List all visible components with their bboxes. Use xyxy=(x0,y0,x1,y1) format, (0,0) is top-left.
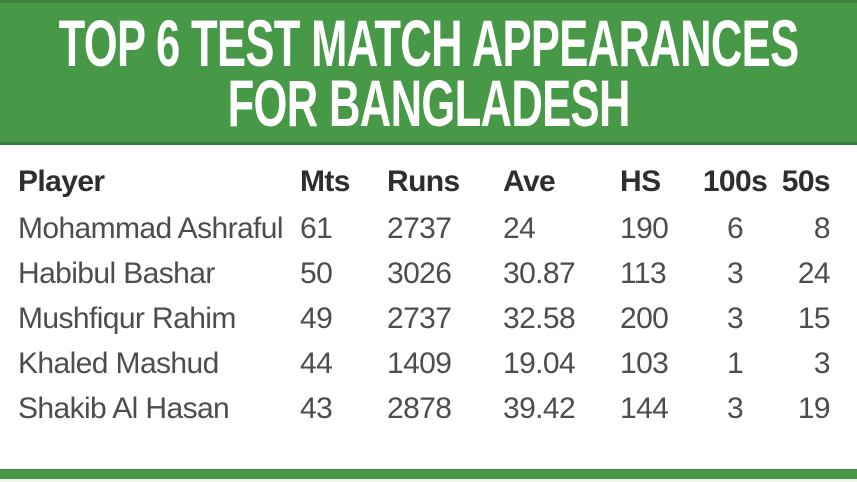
cell-hs: 190 xyxy=(620,211,669,245)
table-row: Habibul Bashar 50 3026 30.87 113 3 24 xyxy=(0,251,857,296)
col-header-100s: 100s xyxy=(702,165,768,198)
cell-player: Khaled Mashud xyxy=(18,346,219,380)
table-row: Mohammad Ashraful 61 2737 24 190 6 8 xyxy=(0,206,857,251)
col-header-hs: HS xyxy=(620,165,661,198)
cell-mts: 49 xyxy=(300,301,333,335)
cell-mts: 44 xyxy=(300,346,333,380)
col-header-mts: Mts xyxy=(300,165,350,198)
table-body: Mohammad Ashraful 61 2737 24 190 6 8 Hab… xyxy=(0,206,857,431)
cell-100s: 1 xyxy=(726,346,744,380)
cell-50s: 3 xyxy=(813,346,831,380)
cell-100s: 3 xyxy=(726,256,744,290)
title-line-2: FOR BANGLADESH xyxy=(227,65,630,140)
title-line-1: TOP 6 TEST MATCH APPEARANCES xyxy=(58,5,800,80)
cell-runs: 2737 xyxy=(387,211,452,245)
cell-100s: 6 xyxy=(726,211,744,245)
cell-player: Habibul Bashar xyxy=(18,256,215,290)
cell-hs: 113 xyxy=(620,256,667,290)
table-row: Mushfiqur Rahim 49 2737 32.58 200 3 15 xyxy=(0,296,857,341)
cell-50s: 15 xyxy=(797,301,831,335)
cell-player: Mohammad Ashraful xyxy=(18,211,284,245)
col-header-ave: Ave xyxy=(503,165,556,198)
bottom-accent-bar xyxy=(0,469,857,479)
cell-hs: 144 xyxy=(620,391,669,425)
cell-ave: 24 xyxy=(503,211,536,245)
cell-100s: 3 xyxy=(726,391,744,425)
col-header-runs: Runs xyxy=(387,165,460,198)
cell-mts: 50 xyxy=(300,256,333,290)
cell-ave: 32.58 xyxy=(503,301,576,335)
cell-ave: 19.04 xyxy=(503,346,576,380)
cell-player: Mushfiqur Rahim xyxy=(18,301,236,335)
table-row: Shakib Al Hasan 43 2878 39.42 144 3 19 xyxy=(0,386,857,431)
col-header-50s: 50s xyxy=(781,165,831,198)
stats-table: Player Mts Runs Ave HS 100s 50s Mohammad… xyxy=(0,145,857,431)
cell-runs: 2737 xyxy=(387,301,452,335)
cell-hs: 103 xyxy=(620,346,669,380)
cell-player: Shakib Al Hasan xyxy=(18,391,230,425)
bottom-edge-strip xyxy=(0,479,857,482)
cell-50s: 24 xyxy=(797,256,831,290)
col-header-player: Player xyxy=(18,165,105,198)
cell-100s: 3 xyxy=(726,301,744,335)
table-header-row: Player Mts Runs Ave HS 100s 50s xyxy=(0,158,857,206)
cell-ave: 30.87 xyxy=(503,256,576,290)
cell-runs: 3026 xyxy=(387,256,452,290)
cell-ave: 39.42 xyxy=(503,391,576,425)
cell-hs: 200 xyxy=(620,301,669,335)
cell-runs: 2878 xyxy=(387,391,452,425)
cell-50s: 8 xyxy=(813,211,831,245)
cell-runs: 1409 xyxy=(387,346,452,380)
title-banner: TOP 6 TEST MATCH APPEARANCES FOR BANGLAD… xyxy=(0,0,857,145)
cell-mts: 61 xyxy=(300,211,333,245)
table-row: Khaled Mashud 44 1409 19.04 103 1 3 xyxy=(0,341,857,386)
cell-mts: 43 xyxy=(300,391,333,425)
cell-50s: 19 xyxy=(797,391,831,425)
